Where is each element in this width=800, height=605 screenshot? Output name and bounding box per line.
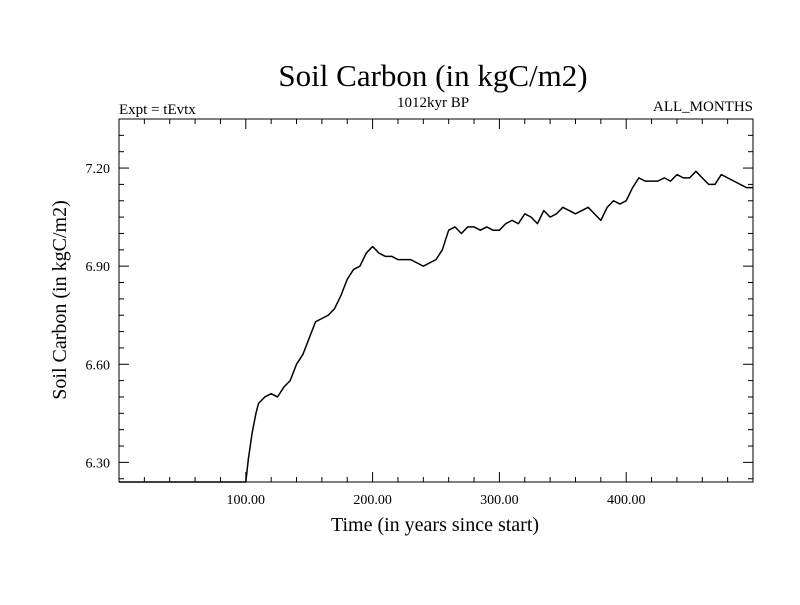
y-tick-label: 7.20 (86, 162, 111, 177)
x-tick-label: 200.00 (353, 493, 392, 508)
x-axis-label: Time (in years since start) (331, 514, 539, 536)
y-tick-label: 6.30 (86, 456, 111, 471)
x-tick-label: 300.00 (480, 493, 519, 508)
y-axis-label: Soil Carbon (in kgC/m2) (49, 200, 71, 399)
plot-frame (118, 118, 754, 483)
x-tick-label: 100.00 (227, 493, 266, 508)
chart-title: Soil Carbon (in kgC/m2) (278, 58, 587, 93)
y-tick-labels: 6.30 6.60 6.90 7.20 (86, 162, 111, 471)
x-tick-labels: 100.00 200.00 300.00 400.00 (227, 493, 646, 508)
y-tick-label: 6.60 (86, 358, 111, 373)
major-ticks (119, 119, 753, 482)
period-label: 1012kyr BP (397, 95, 469, 111)
minor-ticks (119, 119, 753, 482)
y-tick-label: 6.90 (86, 260, 111, 275)
months-label: ALL_MONTHS (653, 99, 753, 115)
experiment-label: Expt = tEvtx (119, 102, 196, 118)
x-tick-label: 400.00 (607, 493, 646, 508)
series-line-soil-carbon (119, 170, 753, 483)
